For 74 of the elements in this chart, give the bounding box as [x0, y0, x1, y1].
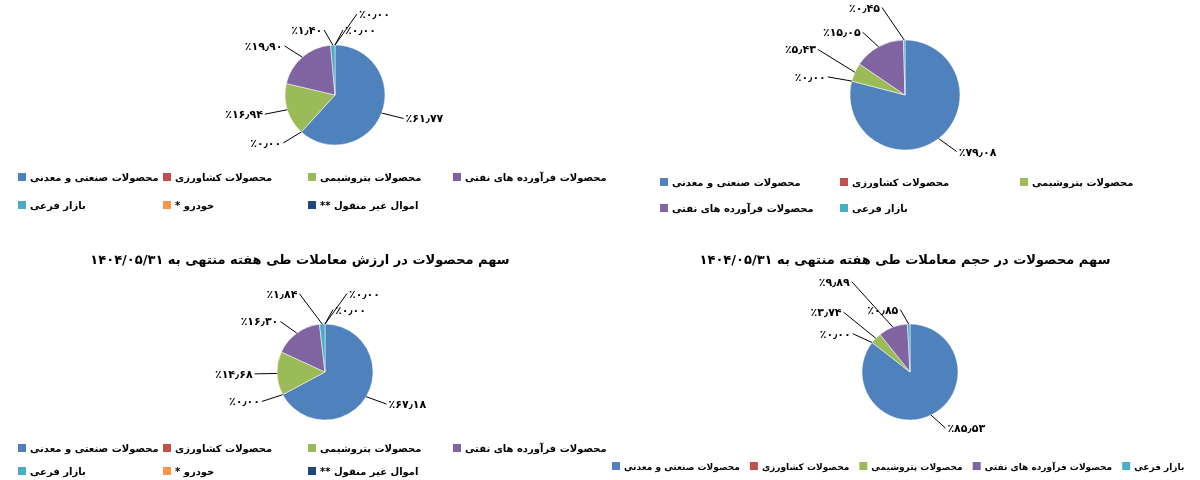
legend-label: اموال غیر منقول ** — [320, 200, 419, 212]
legend-label: محصولات کشاورزی — [175, 443, 273, 455]
legend-item: محصولات کشاورزی — [840, 177, 950, 188]
data-label: ٪۵٫۴۳ — [784, 43, 817, 57]
data-label: ٪۱۹٫۹۰ — [244, 39, 283, 53]
legend-item: بازار فرعی — [18, 466, 86, 477]
legend-item: محصولات پتروشیمی — [859, 462, 963, 472]
legend-label: محصولات فرآورده های نفتی — [465, 442, 607, 455]
legend-item: محصولات کشاورزی — [749, 462, 850, 472]
legend-label: اموال غیر منقول ** — [320, 466, 419, 478]
legend-label: محصولات پتروشیمی — [320, 172, 422, 184]
legend-label: محصولات صنعتی و معدنی — [30, 172, 159, 184]
chart-title: سهم محصولات در حجم معاملات طی هفته منتهی به ۱۴۰۴/۰۵/۳۱ — [699, 252, 1111, 267]
data-label: ٪۱۶٫۳۰ — [240, 315, 279, 329]
legend-label: محصولات کشاورزی — [761, 462, 850, 473]
legend-item: محصولات صنعتی و معدنی — [660, 177, 801, 188]
legend-item: محصولات صنعتی و معدنی — [612, 462, 740, 472]
data-label: ٪۰٫۴۵ — [849, 1, 881, 15]
data-label: ٪۱۴٫۶۸ — [214, 367, 253, 381]
legend-item: بازار فرعی — [1122, 462, 1185, 472]
data-label: ٪۱۶٫۹۴ — [225, 108, 264, 122]
data-label: ٪۱٫۴۰ — [291, 24, 323, 38]
data-label: ٪۱٫۸۴ — [266, 287, 298, 301]
text: ٪۰٫۰۰ — [794, 70, 826, 84]
legend-label: محصولات فرآورده های نفتی — [984, 461, 1113, 473]
legend-item: محصولات فرآورده های نفتی — [660, 203, 814, 214]
data-label: ٪۶۱٫۷۷ — [405, 112, 444, 126]
data-label: ٪۹٫۸۹ — [818, 275, 851, 289]
legend-label: بازار فرعی — [30, 466, 86, 478]
legend-label: محصولات کشاورزی — [852, 177, 950, 189]
text: ٪۰٫۰۰ — [359, 8, 390, 21]
text: ٪۰٫۰۰ — [335, 303, 366, 317]
legend-label: خودرو * — [175, 466, 215, 478]
legend-item: بازار فرعی — [18, 200, 86, 211]
legend-label: محصولات کشاورزی — [175, 172, 273, 184]
legend-item: محصولات فرآورده های نفتی — [453, 172, 607, 183]
legend-label: محصولات فرآورده های نفتی — [465, 171, 607, 184]
legend-item: محصولات پتروشیمی — [1020, 177, 1134, 188]
legend-item: محصولات پتروشیمی — [308, 443, 422, 454]
legend-label: محصولات فرآورده های نفتی — [672, 202, 814, 215]
legend-item: اموال غیر منقول ** — [308, 200, 419, 211]
text: ٪۰٫۰۰ — [349, 287, 380, 301]
data-label: ٪۳٫۷۴ — [810, 306, 842, 320]
legend-item: محصولات فرآورده های نفتی — [972, 462, 1113, 472]
legend-item: محصولات صنعتی و معدنی — [18, 172, 159, 183]
legend-item: محصولات کشاورزی — [163, 172, 273, 183]
data-label: ٪۶۷٫۱۸ — [388, 398, 427, 412]
legend-label: محصولات پتروشیمی — [320, 443, 422, 455]
data-label: ٪۸۵٫۵۳ — [947, 422, 986, 436]
legend-item: اموال غیر منقول ** — [308, 466, 419, 477]
chart-title: سهم محصولات در ارزش معاملات طی هفته منتهی به ۱۴۰۴/۰۵/۳۱ — [90, 252, 510, 267]
legend-label: محصولات صنعتی و معدنی — [30, 443, 159, 455]
data-label: ٪۷۹٫۰۸ — [958, 145, 997, 159]
legend-label: خودرو * — [175, 200, 215, 212]
text: ٪۰٫۰۰ — [250, 137, 282, 151]
text: ٪۰٫۰۰ — [345, 24, 376, 37]
legend-label: بازار فرعی — [1134, 462, 1185, 473]
legend-label: محصولات صنعتی و معدنی — [672, 177, 801, 189]
legend-item: محصولات پتروشیمی — [308, 172, 422, 183]
legend-item: خودرو * — [163, 200, 215, 211]
legend-item: محصولات صنعتی و معدنی — [18, 443, 159, 454]
legend-item: محصولات فرآورده های نفتی — [453, 443, 607, 454]
legend-label: بازار فرعی — [30, 200, 86, 212]
legend-label: محصولات پتروشیمی — [1032, 177, 1134, 189]
text: ٪۰٫۰۰ — [229, 395, 260, 409]
legend-label: محصولات پتروشیمی — [871, 462, 963, 473]
text: ٪۰٫۰۰ — [819, 327, 851, 341]
data-label: ٪۰٫۸۵ — [867, 303, 899, 317]
legend-label: بازار فرعی — [852, 203, 908, 215]
legend-label: محصولات صنعتی و معدنی — [624, 462, 740, 473]
legend-item: محصولات کشاورزی — [163, 443, 273, 454]
legend-item: خودرو * — [163, 466, 215, 477]
legend-item: بازار فرعی — [840, 203, 908, 214]
data-label: ٪۱۵٫۰۵ — [822, 26, 861, 40]
